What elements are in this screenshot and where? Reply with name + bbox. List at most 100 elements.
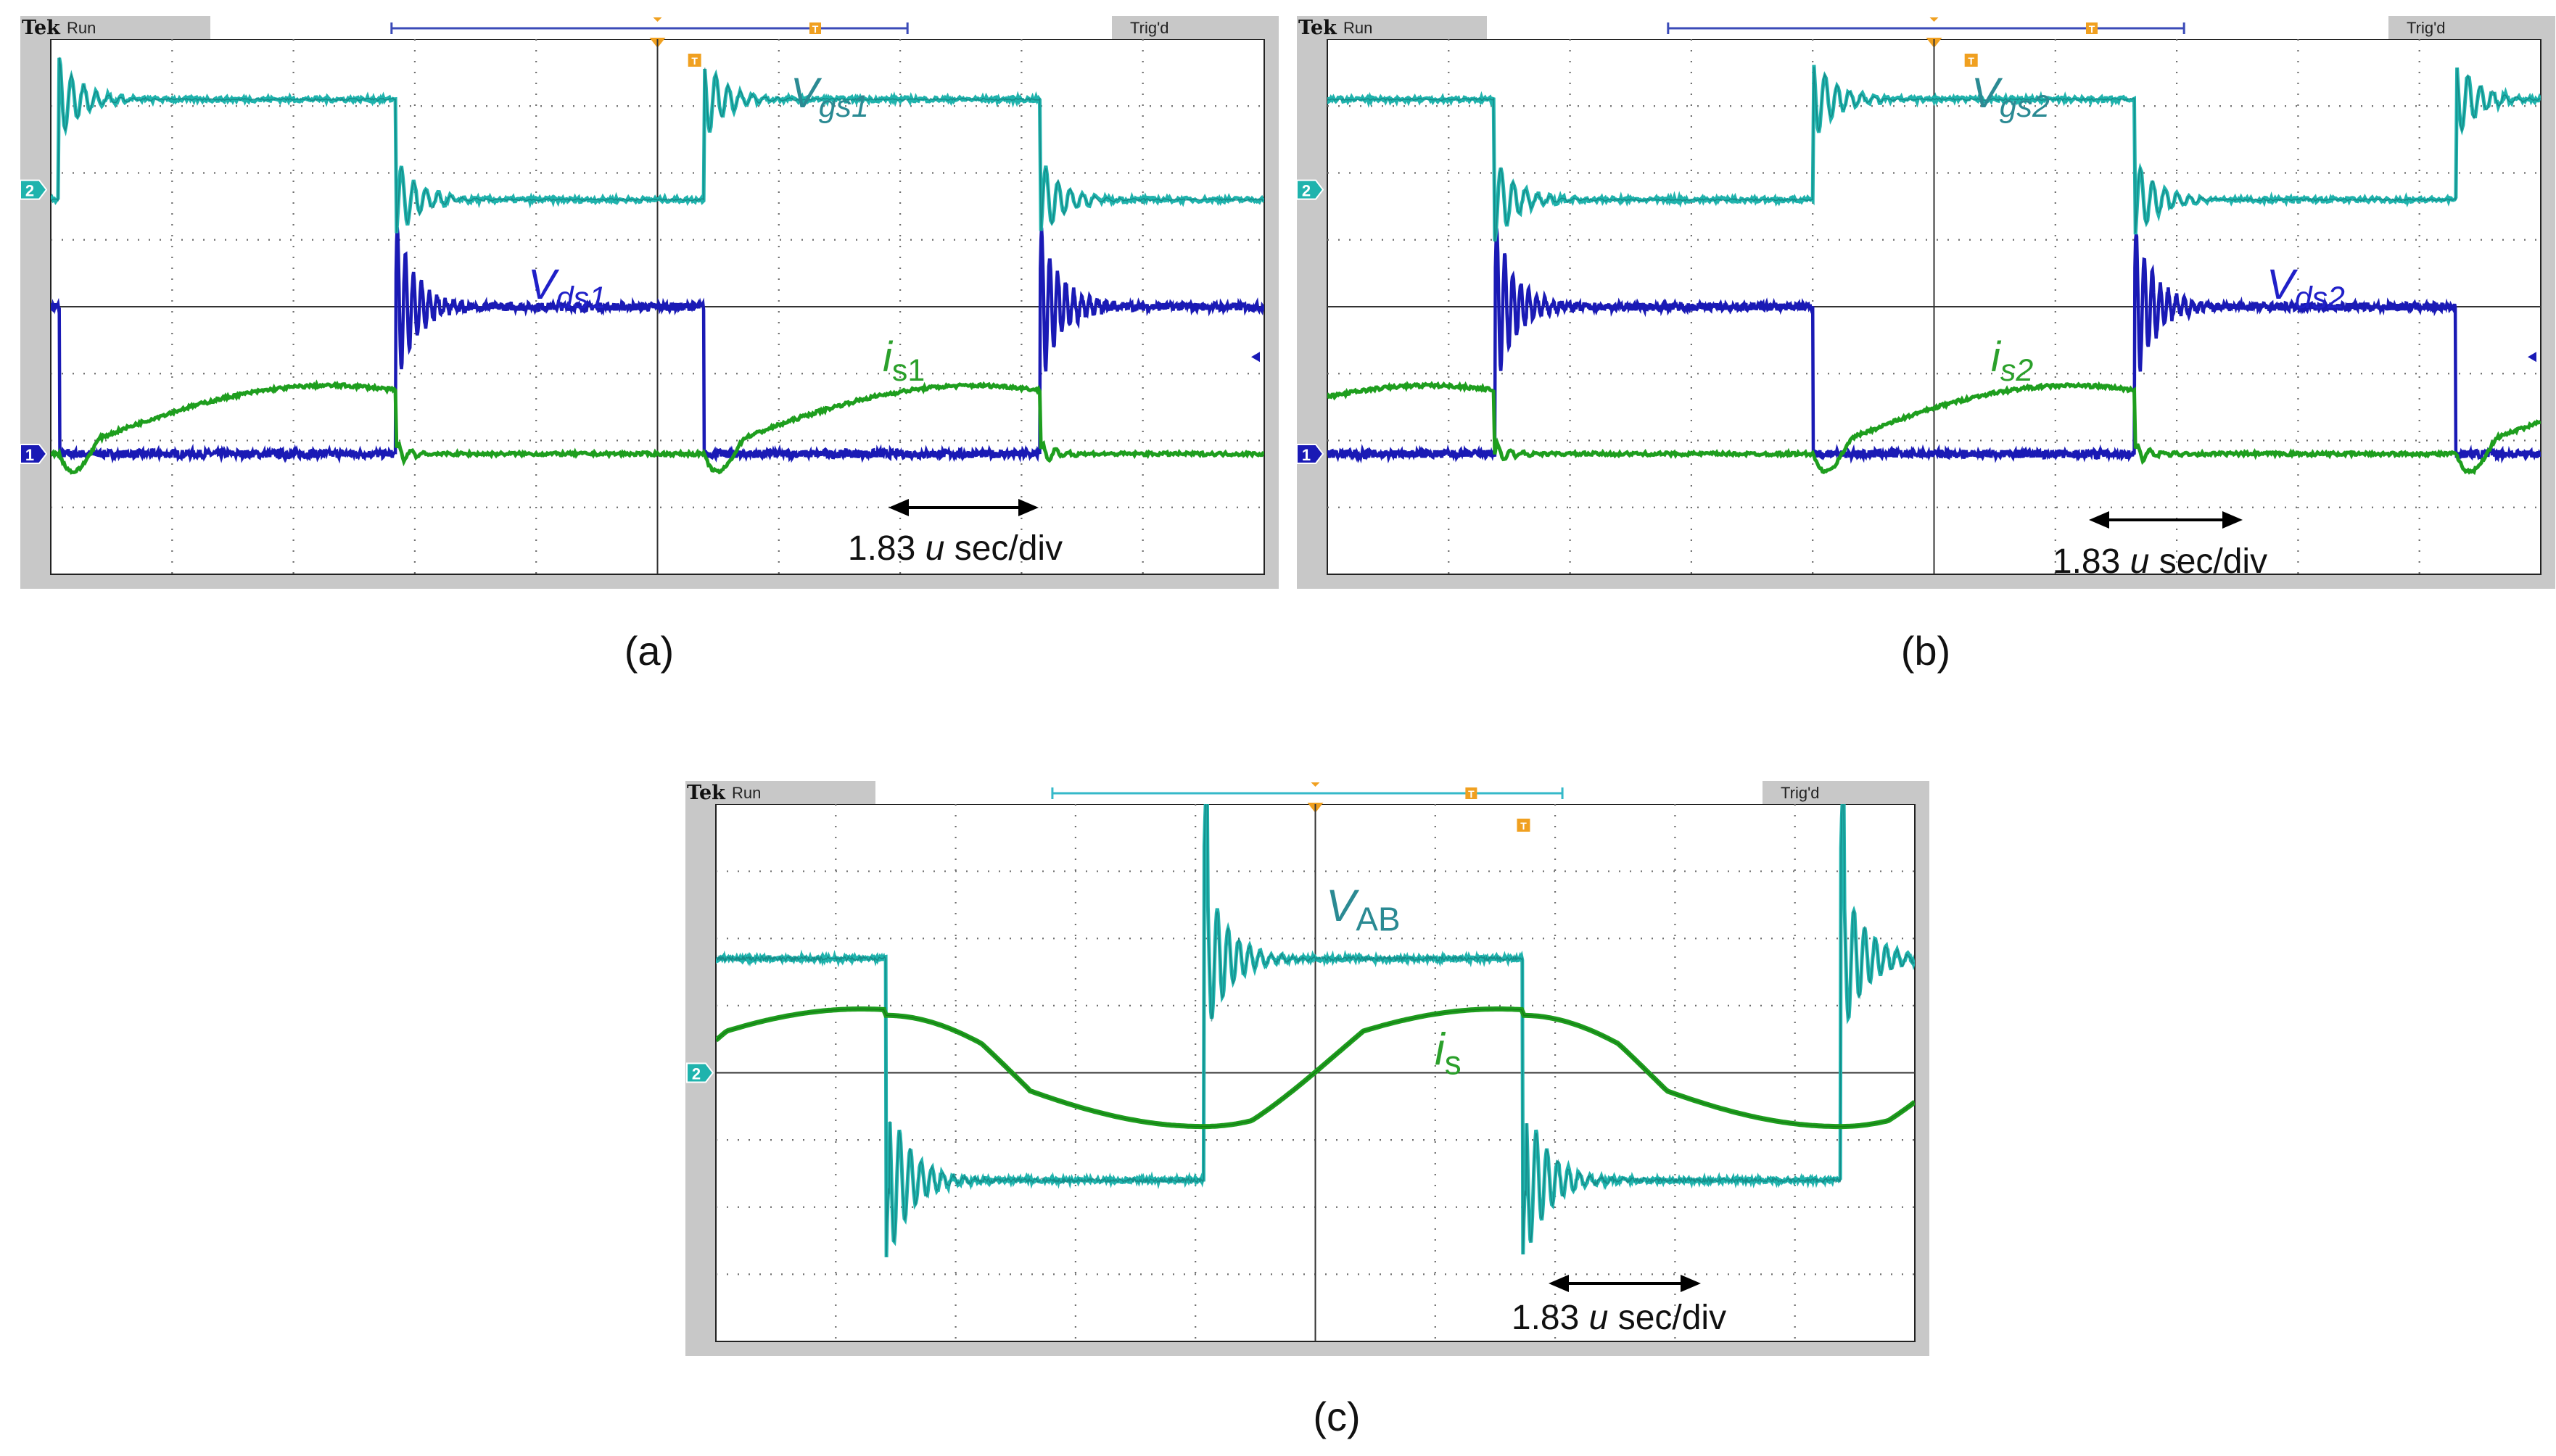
ch2-marker — [1296, 179, 1324, 200]
trace-is1 — [51, 379, 1264, 475]
time-scale-label: 1.83 u sec/div — [848, 529, 1063, 568]
trace-is2 — [1327, 381, 2541, 476]
scope-mode-label: Run — [732, 784, 761, 802]
time-scale-suffix: sec/div — [1608, 1299, 1726, 1337]
time-scale-suffix: sec/div — [2149, 542, 2267, 581]
scope-mode-label: Run — [67, 19, 96, 37]
time-scale-arrow-right-head — [1018, 499, 1039, 516]
scope-brand-label: Tek — [22, 17, 61, 39]
label-vgs: Vgs2 — [1971, 70, 2050, 124]
label-is-sub: s — [1445, 1044, 1462, 1082]
time-scale-suffix: sec/div — [944, 529, 1063, 568]
label-vds-main: V — [2267, 261, 2299, 308]
ch1-marker — [1296, 443, 1324, 464]
label-vgs-main: V — [791, 70, 823, 117]
scope-brand-label: Tek — [687, 782, 726, 804]
ch1-marker-label: 1 — [1302, 446, 1311, 464]
scope-status-label: Trig'd — [1130, 19, 1169, 37]
time-scale-arrow-left-head — [889, 499, 909, 516]
label-is-main: i — [883, 334, 894, 381]
label-vgs-main: V — [1971, 70, 2003, 117]
trigger-bar-marker — [809, 22, 821, 34]
trigger-top-dot — [653, 17, 662, 22]
traces — [51, 57, 1264, 475]
label-vgs-sub: gs1 — [819, 89, 869, 124]
ch2-marker — [20, 179, 48, 200]
ch2-marker-label: 2 — [692, 1065, 701, 1083]
trigger-level-label: T — [1520, 820, 1527, 832]
time-scale-value: 1.83 — [2053, 542, 2120, 581]
trigger-bar-marker — [2085, 22, 2098, 34]
ch-offset-marker — [1251, 352, 1260, 363]
trigger-bar-marker-label: T — [812, 23, 819, 35]
panel-label-c: (c) — [1313, 1394, 1360, 1439]
trigger-bar-marker — [1465, 787, 1477, 799]
label-is-sub: s1 — [892, 353, 925, 388]
label-is-main: i — [1991, 334, 2002, 381]
ch2-marker-label: 2 — [1302, 182, 1311, 200]
trigger-bar-marker-label: T — [2089, 23, 2095, 35]
trigger-level-marker — [1964, 54, 1978, 67]
time-scale-value: 1.83 — [848, 529, 915, 568]
label-vds: Vds1 — [528, 261, 606, 315]
time-scale-unit: u — [925, 529, 945, 568]
ch-offset-marker — [2528, 352, 2536, 363]
scope-mode-label: Run — [1343, 19, 1372, 37]
label-vab-sub: AB — [1356, 901, 1400, 938]
trace-Vds1 — [51, 227, 1264, 464]
trace-is-edge — [716, 1008, 1915, 1128]
label-is: is — [1435, 1025, 1462, 1082]
scope-status-label: Trig'd — [2407, 19, 2446, 37]
time-scale-space — [915, 529, 925, 568]
trace-Vgs2-edge — [1327, 67, 2541, 243]
label-vds-sub: ds1 — [556, 281, 606, 315]
time-scale-arrow-left-head — [2089, 511, 2109, 529]
scope-header-right — [1112, 16, 1279, 39]
label-vab: VAB — [1326, 881, 1401, 938]
time-scale-arrow-right-head — [1681, 1275, 1701, 1292]
label-is: is1 — [883, 334, 925, 388]
trace-Vds2 — [1327, 228, 2541, 464]
ch2-marker — [686, 1062, 714, 1083]
trigger-level-marker — [688, 54, 701, 67]
trace-Vgs1-edge — [51, 57, 1264, 233]
traces — [1327, 65, 2541, 476]
label-vab-main: V — [1326, 881, 1360, 931]
time-scale-unit: u — [1589, 1299, 1609, 1337]
label-vds-sub: ds2 — [2295, 281, 2345, 315]
label-is: is2 — [1991, 334, 2033, 388]
scope-status-label: Trig'd — [1781, 784, 1820, 802]
traces — [716, 804, 1915, 1257]
ch1-marker-label: 1 — [25, 446, 34, 464]
trigger-top-dot — [1929, 17, 1939, 22]
scope-header-right — [2388, 16, 2555, 39]
panel-label-b: (b) — [1901, 628, 1950, 674]
ch2-marker-label: 2 — [25, 182, 34, 200]
trigger-top-dot — [1311, 782, 1320, 787]
time-scale-arrow-right-head — [2222, 511, 2243, 529]
label-vgs: Vgs1 — [791, 70, 869, 124]
scope-header-right — [1763, 781, 1929, 804]
trigger-level-label: T — [1968, 55, 1974, 67]
panel-label-a: (a) — [624, 628, 674, 674]
time-scale-space — [2120, 542, 2130, 581]
ch1-marker — [20, 443, 48, 464]
label-vds: Vds2 — [2267, 261, 2345, 315]
trigger-bar-marker-label: T — [1468, 788, 1475, 800]
label-is-sub: s2 — [2000, 353, 2033, 388]
scope-header-left — [20, 16, 210, 39]
scope-header-left — [685, 781, 875, 804]
time-scale-label: 1.83 u sec/div — [1512, 1299, 1726, 1337]
scope-panel-c: Tek Run Trig'd T 2 T VAB is 1.83 u sec/div — [685, 781, 1929, 1356]
time-scale-value: 1.83 — [1512, 1299, 1579, 1337]
time-scale-arrow-left-head — [1549, 1275, 1569, 1292]
time-scale-space — [1579, 1299, 1588, 1337]
trigger-level-label: T — [691, 55, 698, 67]
scope-header-left — [1297, 16, 1487, 39]
label-is-main: i — [1435, 1025, 1446, 1075]
trigger-level-marker — [1517, 819, 1530, 832]
label-vds-main: V — [528, 261, 560, 308]
